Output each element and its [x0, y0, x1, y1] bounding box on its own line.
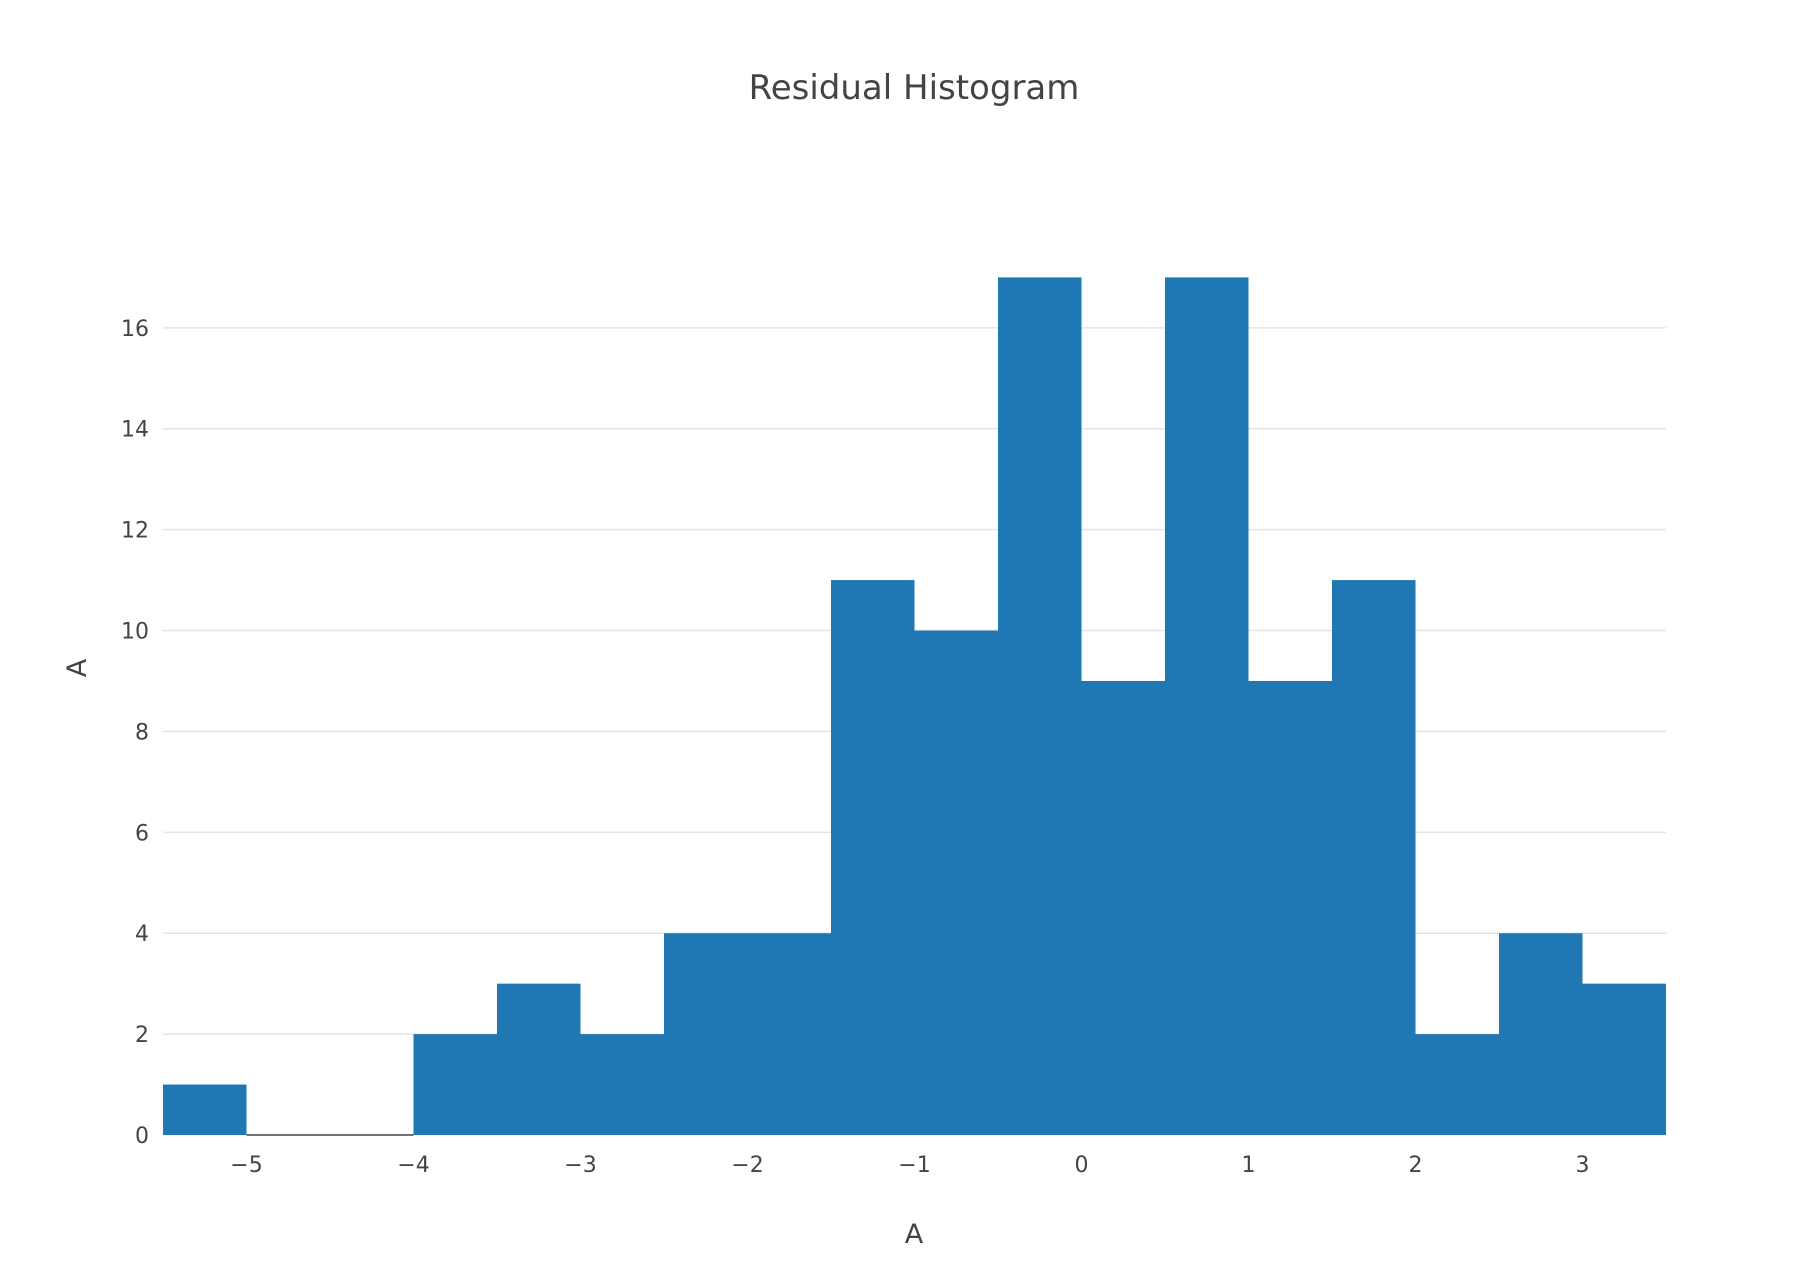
- y-tick-label: 10: [121, 620, 149, 645]
- histogram-bar: [1165, 277, 1249, 1135]
- bars: [163, 277, 1666, 1136]
- histogram-bar: [831, 580, 915, 1135]
- histogram-bar: [163, 1084, 247, 1135]
- histogram-bar: [747, 933, 831, 1135]
- y-tick-label: 0: [135, 1124, 149, 1149]
- histogram-bar: [580, 1034, 664, 1135]
- histogram-bar: [1081, 680, 1165, 1135]
- histogram-bar: [914, 630, 998, 1135]
- histogram-bar: [497, 983, 581, 1135]
- x-tick-label: 2: [1409, 1153, 1423, 1178]
- x-tick-label: 1: [1242, 1153, 1256, 1178]
- histogram-bar: [1415, 1034, 1499, 1135]
- y-axis-title: A: [62, 658, 93, 677]
- y-tick-label: 6: [135, 821, 149, 846]
- histogram-bar: [1248, 680, 1332, 1135]
- histogram-bar: [664, 933, 748, 1135]
- histogram-bar: [1499, 933, 1583, 1135]
- y-tick-label: 8: [135, 720, 149, 745]
- chart-title: Residual Histogram: [749, 68, 1080, 108]
- x-tick-label: −3: [564, 1153, 596, 1178]
- y-tick-label: 16: [121, 317, 149, 342]
- y-tick-label: 2: [135, 1023, 149, 1048]
- x-tick-label: −1: [898, 1153, 930, 1178]
- x-tick-label: −4: [397, 1153, 429, 1178]
- x-tick-label: 0: [1075, 1153, 1089, 1178]
- histogram-bar: [1582, 983, 1666, 1135]
- histogram-bar: [998, 277, 1082, 1135]
- histogram-bar: [413, 1034, 497, 1135]
- x-tick-label: −2: [731, 1153, 763, 1178]
- x-axis-title: A: [905, 1219, 924, 1250]
- x-tick-label: −5: [230, 1153, 262, 1178]
- y-tick-label: 14: [121, 418, 149, 443]
- histogram-bar: [1332, 580, 1416, 1135]
- y-tick-label: 12: [121, 519, 149, 544]
- y-tick-label: 4: [135, 922, 149, 947]
- x-tick-label: 3: [1576, 1153, 1590, 1178]
